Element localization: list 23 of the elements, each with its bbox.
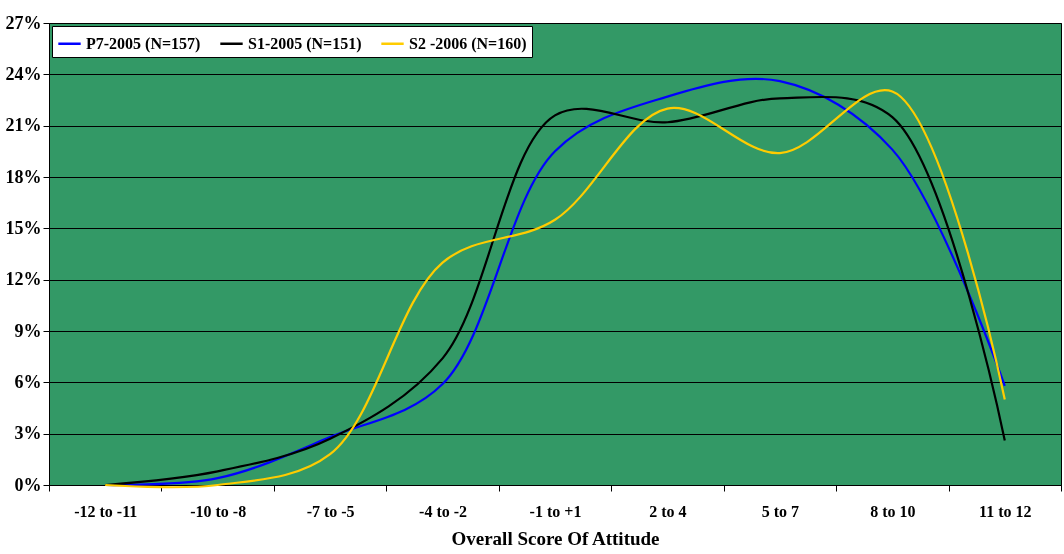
y-tick-label: 6%	[14, 371, 42, 392]
legend-label: S2 -2006 (N=160)	[409, 34, 527, 53]
y-tick-label: 0%	[14, 474, 42, 495]
x-axis-title: Overall Score Of Attitude	[451, 527, 660, 549]
x-tick-label: -4 to -2	[419, 502, 468, 520]
y-tick-label: 21%	[5, 115, 42, 136]
legend-label: S1-2005 (N=151)	[248, 34, 362, 53]
y-tick-label: 9%	[14, 320, 42, 341]
x-tick-label: -7 to -5	[306, 502, 355, 520]
x-tick-label: -12 to -11	[74, 502, 138, 520]
y-tick-label: 15%	[5, 217, 42, 238]
legend-label: P7-2005 (N=157)	[86, 34, 201, 53]
x-tick-label: -1 to +1	[529, 502, 582, 520]
y-tick-label: 18%	[5, 166, 42, 187]
y-tick-label: 24%	[5, 63, 42, 84]
x-tick-label: 2 to 4	[649, 502, 687, 520]
x-tick-label: 8 to 10	[870, 502, 916, 520]
y-tick-label: 27%	[5, 12, 42, 33]
y-tick-label: 3%	[14, 423, 42, 444]
x-tick-label: -10 to -8	[190, 502, 247, 520]
x-tick-label: 11 to 12	[979, 502, 1032, 520]
x-tick-label: 5 to 7	[761, 502, 800, 520]
y-tick-label: 12%	[5, 269, 42, 290]
